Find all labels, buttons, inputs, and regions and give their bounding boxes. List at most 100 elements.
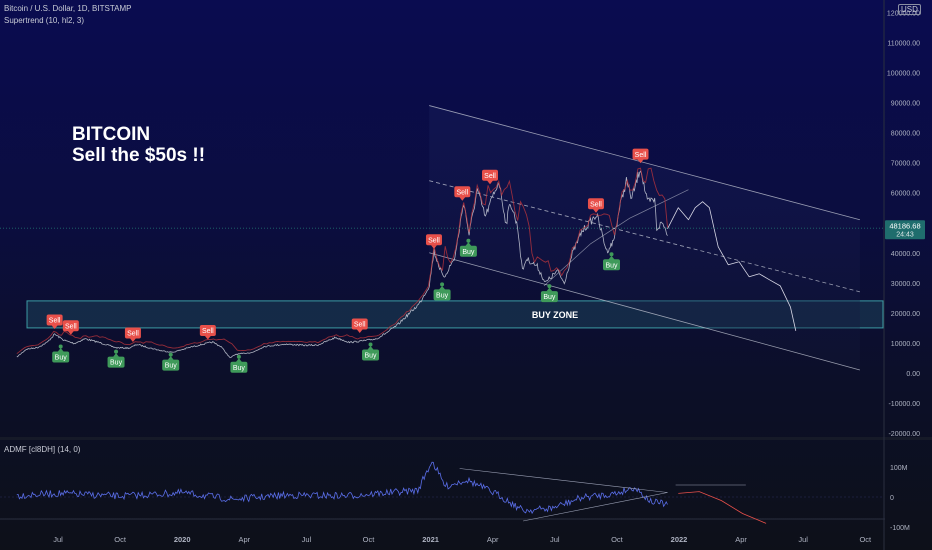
- buy-signal-label: Buy: [364, 352, 377, 359]
- buy-signal-label: Buy: [605, 262, 618, 269]
- price-tick-label: -10000.00: [888, 401, 920, 408]
- price-tick-label: 70000.00: [891, 161, 920, 168]
- currency-badge[interactable]: USD: [898, 4, 921, 15]
- admf-tick-label: 0: [890, 495, 894, 502]
- sell-signal: Sell: [454, 186, 471, 201]
- sell-signal: Sell: [482, 169, 498, 185]
- bar-countdown: 24:43: [896, 232, 914, 239]
- sell-signal: Sell: [351, 318, 368, 333]
- price-tick-label: 10000.00: [891, 341, 920, 348]
- price-tick-label: 120000.00: [887, 10, 920, 17]
- price-tick-label: 40000.00: [891, 251, 920, 258]
- time-tick-label: Jul: [550, 535, 560, 544]
- buy-signal-label: Buy: [110, 360, 123, 367]
- price-tick-label: 30000.00: [891, 281, 920, 288]
- supertrend-line: [16, 167, 668, 355]
- buy-signal-label: Buy: [543, 294, 556, 301]
- buy-signal: Buy: [230, 354, 248, 373]
- buy-signal: Buy: [433, 282, 451, 301]
- admf-axis[interactable]: -100M 0 100M: [890, 465, 910, 532]
- sell-signal-label: Sell: [456, 189, 468, 196]
- sell-signal: Sell: [124, 327, 141, 342]
- sell-signal-label: Sell: [635, 152, 647, 159]
- time-tick-label: Jul: [798, 535, 808, 544]
- buy-signal: Buy: [107, 349, 125, 368]
- buy-signal-label: Buy: [233, 365, 246, 372]
- price-tick-label: 110000.00: [887, 40, 920, 47]
- time-tick-label: Apr: [238, 535, 250, 544]
- projection-trendline: [543, 189, 689, 287]
- price-tick-label: 80000.00: [891, 131, 920, 138]
- price-tick-label: -20000.00: [888, 431, 920, 438]
- headline: BITCOIN Sell the $50s !!: [72, 124, 205, 166]
- admf-tick-label: -100M: [890, 525, 910, 532]
- price-axis[interactable]: -20000.00 -10000.00 0.00 10000.00 20000.00 30…: [887, 10, 920, 438]
- admf-line: [16, 461, 668, 515]
- time-tick-label: Jul: [53, 535, 63, 544]
- sell-signal: Sell: [632, 148, 649, 164]
- time-tick-label: Oct: [114, 535, 127, 544]
- buy-signal-label: Buy: [436, 292, 449, 299]
- sell-signal: Sell: [425, 234, 442, 249]
- price-tick-label: 100000.00: [887, 71, 920, 78]
- sell-signal-label: Sell: [49, 318, 61, 325]
- admf-legend[interactable]: ADMF [cl8DH] (14, 0): [4, 445, 81, 454]
- price-series: [16, 167, 797, 359]
- admf-series: [16, 461, 767, 524]
- time-tick-label: 2021: [422, 535, 439, 544]
- price-line: [16, 170, 668, 359]
- time-tick-label: Jul: [302, 535, 312, 544]
- sell-signal: Sell: [62, 320, 79, 335]
- supertrend-legend[interactable]: Supertrend (10, hl2, 3): [4, 16, 85, 25]
- sell-signal-label: Sell: [65, 323, 77, 330]
- projection-path: [667, 201, 797, 331]
- buy-signal: Buy: [362, 342, 380, 361]
- price-tick-label: 0.00: [906, 371, 920, 378]
- price-channel: [429, 105, 861, 371]
- admf-triangle-lower: [523, 492, 668, 522]
- symbol-legend[interactable]: Bitcoin / U.S. Dollar, 1D, BITSTAMP: [4, 4, 132, 13]
- headline-line-1: BITCOIN: [72, 124, 151, 145]
- buy-signal: Buy: [162, 352, 180, 371]
- admf-tick-label: 100M: [890, 465, 908, 472]
- buy-signal-label: Buy: [462, 249, 475, 256]
- buy-signal-label: Buy: [165, 363, 178, 370]
- sell-signal-label: Sell: [354, 322, 366, 329]
- price-tick-label: 90000.00: [891, 101, 920, 108]
- channel-upper-line: [429, 105, 861, 221]
- price-tick-label: 20000.00: [891, 311, 920, 318]
- channel-lower-line: [429, 252, 861, 371]
- last-price-value: 48186.68: [889, 222, 920, 231]
- time-tick-label: Oct: [611, 535, 624, 544]
- buy-signal: Buy: [459, 238, 477, 257]
- headline-line-2: Sell the $50s !!: [72, 145, 206, 166]
- sell-signal-label: Sell: [590, 201, 602, 208]
- time-tick-label: Oct: [859, 535, 872, 544]
- admf-triangle-upper: [459, 468, 668, 493]
- sell-signal-label: Sell: [127, 331, 139, 338]
- time-tick-label: 2020: [174, 535, 191, 544]
- channel-fill: [429, 105, 860, 370]
- time-tick-label: Oct: [363, 535, 376, 544]
- buy-signal: Buy: [52, 344, 70, 363]
- time-tick-label: Apr: [735, 535, 747, 544]
- sell-signal-label: Sell: [202, 328, 214, 335]
- buy-zone-label: BUY ZONE: [532, 310, 578, 320]
- signal-markers: Sell Sell Sell Sell Sell Sell Sell Sell Sell Sell…: [46, 148, 649, 373]
- time-tick-label: 2022: [671, 535, 688, 544]
- time-axis[interactable]: Jul Oct 2020 Apr Jul Oct 2021 Apr Jul Oct 2022 Apr J…: [53, 535, 872, 544]
- admf-projection: [678, 491, 767, 524]
- pane-separator: [0, 437, 932, 440]
- buy-signal-label: Buy: [55, 355, 68, 362]
- sell-signal: Sell: [46, 314, 63, 330]
- price-tick-label: 60000.00: [891, 191, 920, 198]
- sell-signal-label: Sell: [484, 173, 496, 180]
- last-price-tag: [885, 220, 925, 240]
- sell-signal-label: Sell: [428, 237, 440, 244]
- time-tick-label: Apr: [487, 535, 499, 544]
- buy-signal: Buy: [603, 252, 620, 271]
- sell-signal: Sell: [587, 198, 604, 213]
